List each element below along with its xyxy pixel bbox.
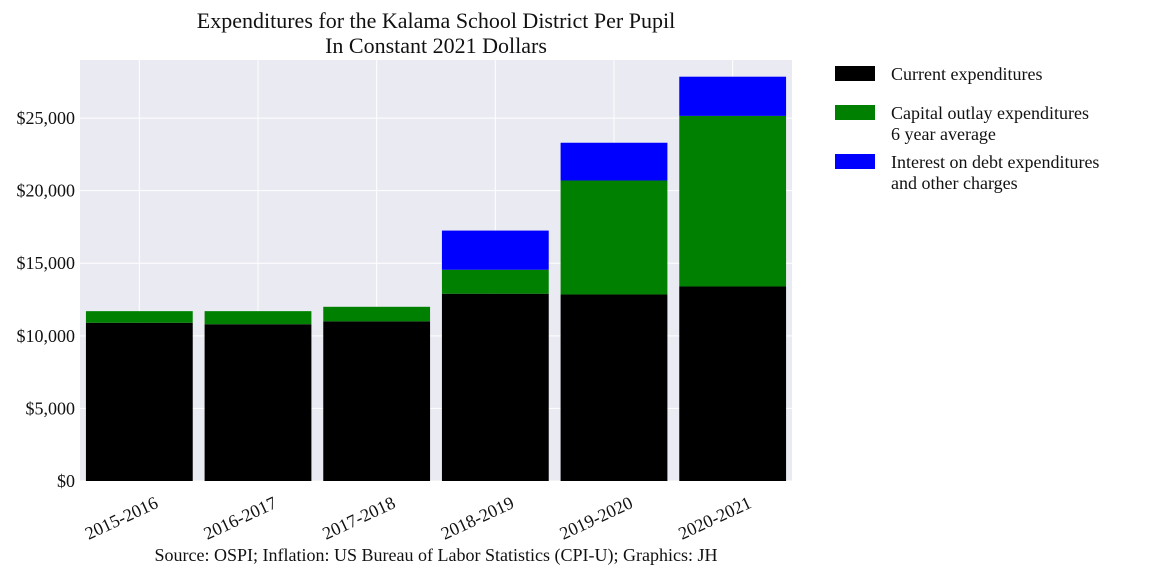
bar-series0-2015-2016 [85,322,193,481]
x-tick-label-2016-2017: 2016-2017 [201,492,280,543]
x-tick-label-2018-2019: 2018-2019 [438,492,517,543]
bars [85,76,787,481]
bar-series1-2018-2019 [441,269,549,294]
plot-area [80,60,792,481]
source-note: Source: OSPI; Inflation: US Bureau of La… [155,545,718,566]
bar-series0-2016-2017 [204,324,312,481]
y-tick-label-1: $5,000 [26,398,76,418]
y-axis-ticks: $0 $5,000 $10,000 $15,000 $20,000 $25,000 [17,108,76,491]
x-tick-label-2020-2021: 2020-2021 [675,492,754,543]
legend-swatch-2 [835,154,875,169]
x-tick-label-2015-2016: 2015-2016 [82,492,161,543]
x-axis-ticks: 2015-2016 2016-2017 2017-2018 2018-2019 2019… [82,492,754,543]
y-tick-label-0: $0 [57,471,75,491]
bar-series1-2019-2020 [560,180,668,295]
y-tick-label-3: $15,000 [17,253,76,273]
bar-series1-2015-2016 [85,311,193,323]
legend-label-2-line0: Interest on debt expenditures [891,152,1099,172]
legend-swatch-1 [835,105,875,120]
bar-series1-2020-2021 [679,115,787,287]
x-tick-label-2019-2020: 2019-2020 [557,492,636,543]
legend-swatch-0 [835,66,875,81]
legend-label-2-line1: and other charges [891,173,1018,193]
bar-series2-2020-2021 [679,76,787,116]
bar-series0-2018-2019 [441,293,549,481]
bar-series0-2017-2018 [323,321,431,481]
chart-title: Expenditures for the Kalama School Distr… [197,8,675,33]
legend-label-0: Current expenditures [891,64,1042,84]
legend-label-1-line0: Capital outlay expenditures [891,103,1089,123]
bar-series0-2019-2020 [560,294,668,481]
bar-series2-2018-2019 [441,230,549,270]
legend-label-1-line1: 6 year average [891,124,996,144]
y-tick-label-4: $20,000 [17,181,76,201]
chart-subtitle: In Constant 2021 Dollars [325,33,547,58]
y-tick-label-5: $25,000 [17,108,76,128]
bar-series1-2017-2018 [323,306,431,322]
bar-series1-2016-2017 [204,311,312,325]
bar-series0-2020-2021 [679,286,787,481]
x-tick-label-2017-2018: 2017-2018 [319,492,398,543]
bar-series2-2019-2020 [560,142,668,181]
legend: Current expenditures Capital outlay expen… [835,64,1099,193]
y-tick-label-2: $10,000 [17,326,76,346]
